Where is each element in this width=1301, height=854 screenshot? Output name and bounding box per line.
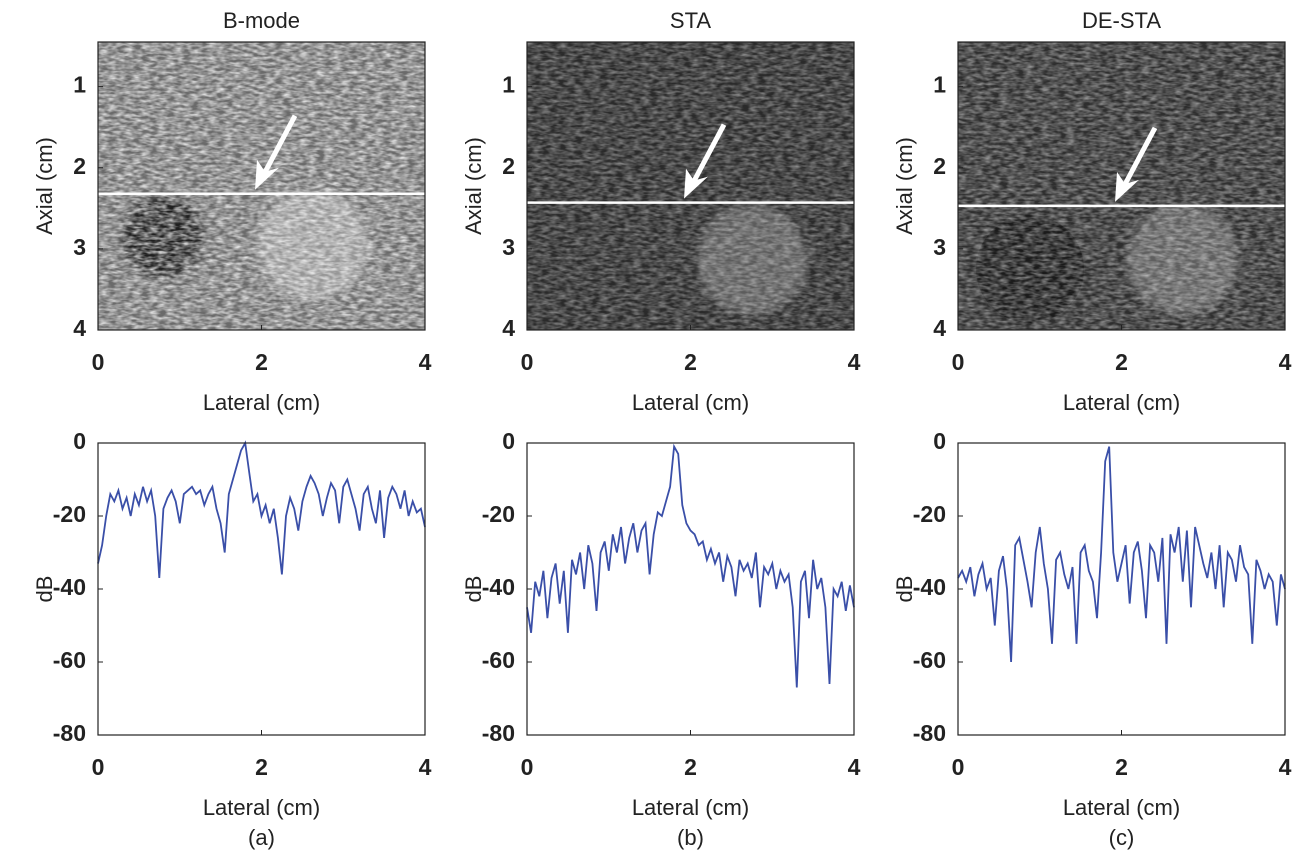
- arrow-head: [1115, 171, 1139, 202]
- plot-area: [98, 443, 425, 735]
- y-tick-label: -60: [53, 647, 86, 673]
- panel-title: STA: [670, 8, 711, 33]
- arrow-shaft: [258, 114, 298, 181]
- x-tick-label: 2: [684, 754, 697, 780]
- x-tick-label: 2: [1115, 754, 1128, 780]
- y-tick-label: 4: [933, 315, 946, 341]
- y-tick-label: -40: [913, 574, 946, 600]
- y-tick-label: 3: [502, 234, 515, 260]
- y-tick-label: 0: [502, 428, 515, 454]
- y-tick-label: 2: [502, 153, 515, 179]
- plot-area: [527, 443, 854, 735]
- y-tick-label: -40: [53, 574, 86, 600]
- panel-caption: (a): [248, 825, 275, 850]
- x-tick-label: 2: [255, 349, 268, 375]
- y-tick-label: 3: [73, 234, 86, 260]
- x-tick-label: 2: [255, 754, 268, 780]
- y-tick-label: -40: [482, 574, 515, 600]
- x-tick-label: 2: [684, 349, 697, 375]
- x-tick-label: 0: [952, 349, 965, 375]
- y-tick-label: -60: [913, 647, 946, 673]
- panel-caption: (b): [677, 825, 704, 850]
- y-tick-label: 2: [73, 153, 86, 179]
- y-tick-label: 0: [73, 428, 86, 454]
- y-tick-label: 3: [933, 234, 946, 260]
- x-tick-label: 2: [1115, 349, 1128, 375]
- y-tick-label: 4: [502, 315, 515, 341]
- plot-area: [958, 443, 1285, 735]
- data-line: [957, 446, 1286, 663]
- y-tick-label: -60: [482, 647, 515, 673]
- panel-caption: (c): [1109, 825, 1135, 850]
- y-tick-label: -20: [53, 501, 86, 527]
- arrow-head: [255, 159, 279, 190]
- x-axis-label: Lateral (cm): [632, 795, 749, 820]
- y-axis-label: Axial (cm): [32, 137, 57, 235]
- panel-title: DE-STA: [1082, 8, 1161, 33]
- x-axis-label: Lateral (cm): [1063, 390, 1180, 415]
- y-axis-label: dB: [461, 576, 486, 603]
- x-tick-label: 0: [92, 754, 105, 780]
- y-axis-label: dB: [892, 576, 917, 603]
- x-tick-label: 0: [92, 349, 105, 375]
- y-tick-label: -80: [53, 720, 86, 746]
- arrow-shaft: [687, 123, 727, 190]
- ultrasound-image: [527, 42, 854, 330]
- x-axis-label: Lateral (cm): [203, 390, 320, 415]
- y-axis-label: Axial (cm): [892, 137, 917, 235]
- arrow-head: [684, 168, 708, 199]
- y-tick-label: 1: [73, 72, 86, 98]
- x-tick-label: 4: [1279, 754, 1292, 780]
- y-tick-label: 2: [933, 153, 946, 179]
- y-tick-label: -20: [913, 501, 946, 527]
- y-tick-label: 1: [933, 72, 946, 98]
- y-tick-label: -80: [913, 720, 946, 746]
- y-tick-label: 1: [502, 72, 515, 98]
- x-axis-label: Lateral (cm): [1063, 795, 1180, 820]
- x-tick-label: 4: [848, 754, 861, 780]
- arrow-shaft: [1118, 126, 1158, 194]
- x-tick-label: 4: [848, 349, 861, 375]
- panel-title: B-mode: [223, 8, 300, 33]
- data-line: [97, 440, 426, 579]
- y-tick-label: -80: [482, 720, 515, 746]
- x-tick-label: 0: [521, 754, 534, 780]
- ultrasound-image: [98, 42, 425, 330]
- y-tick-label: -20: [482, 501, 515, 527]
- y-axis-label: dB: [32, 576, 57, 603]
- x-tick-label: 4: [1279, 349, 1292, 375]
- data-line: [526, 443, 855, 688]
- y-axis-label: Axial (cm): [461, 137, 486, 235]
- speckle: [98, 42, 425, 330]
- y-tick-label: 0: [933, 428, 946, 454]
- x-axis-label: Lateral (cm): [632, 390, 749, 415]
- x-tick-label: 4: [419, 754, 432, 780]
- x-tick-label: 0: [952, 754, 965, 780]
- y-tick-label: 4: [73, 315, 86, 341]
- x-tick-label: 4: [419, 349, 432, 375]
- x-axis-label: Lateral (cm): [203, 795, 320, 820]
- x-tick-label: 0: [521, 349, 534, 375]
